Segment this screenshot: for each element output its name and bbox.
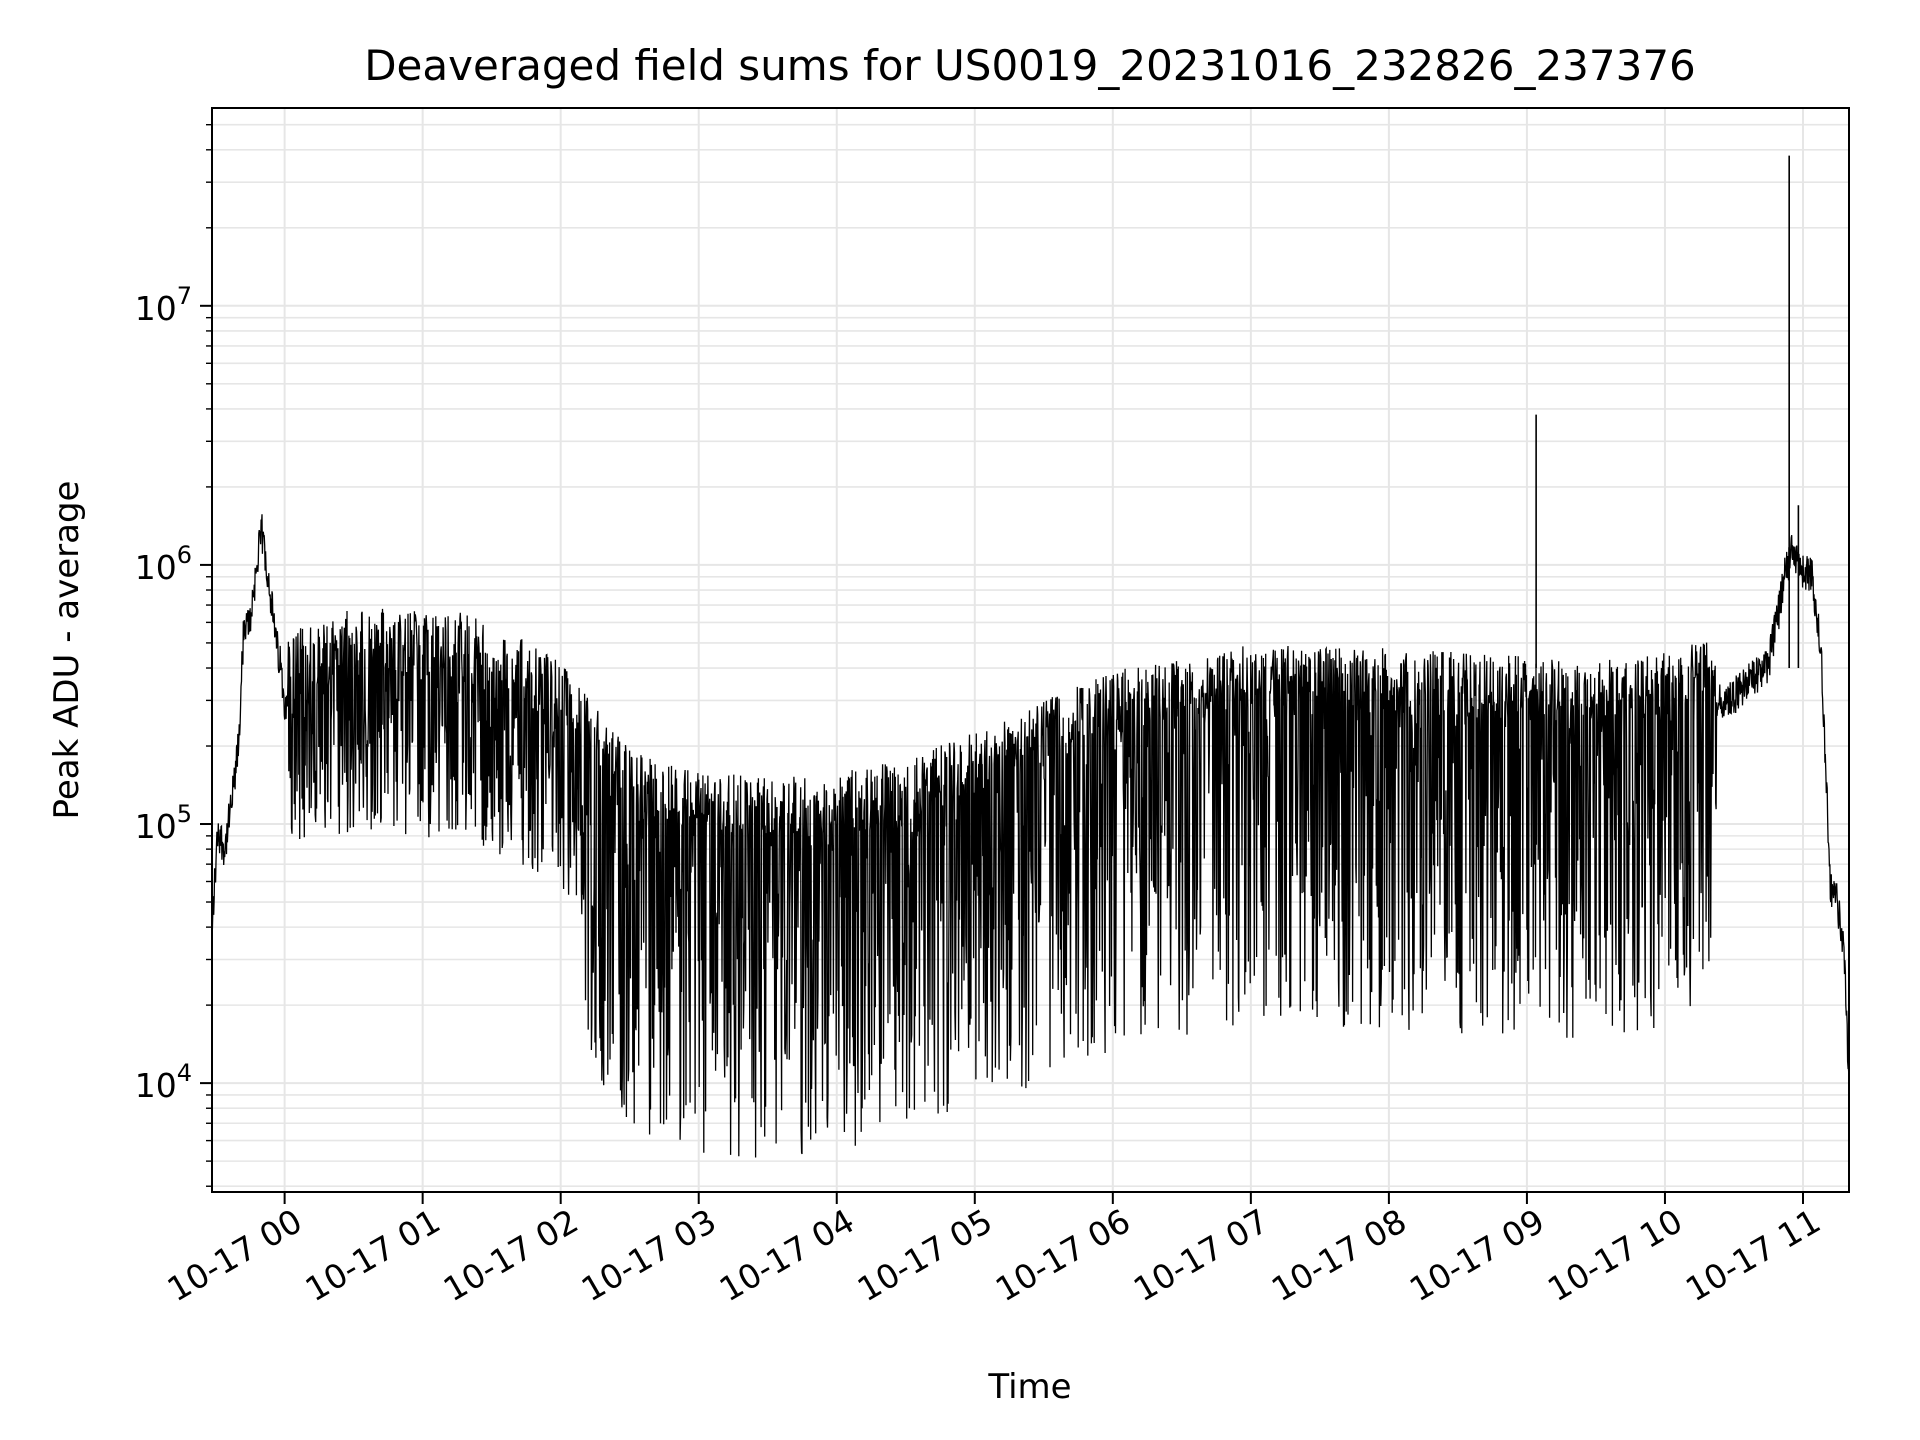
spike-group bbox=[1535, 155, 1800, 669]
y-tick-label: 104 bbox=[135, 1059, 192, 1105]
series-line bbox=[212, 514, 1849, 1158]
y-axis-label: Peak ADU - average bbox=[47, 481, 87, 820]
y-tick-label: 106 bbox=[135, 541, 192, 587]
y-axis: 104 105 106 107 bbox=[135, 124, 212, 1187]
y-tick-label: 107 bbox=[135, 282, 192, 328]
x-axis-label: Time bbox=[987, 1367, 1071, 1407]
chart-title: Deaveraged field sums for US0019_2023101… bbox=[364, 41, 1696, 90]
y-tick-label: 105 bbox=[135, 800, 192, 846]
plot-frame bbox=[211, 107, 1850, 1193]
plot-area bbox=[212, 155, 1849, 1158]
